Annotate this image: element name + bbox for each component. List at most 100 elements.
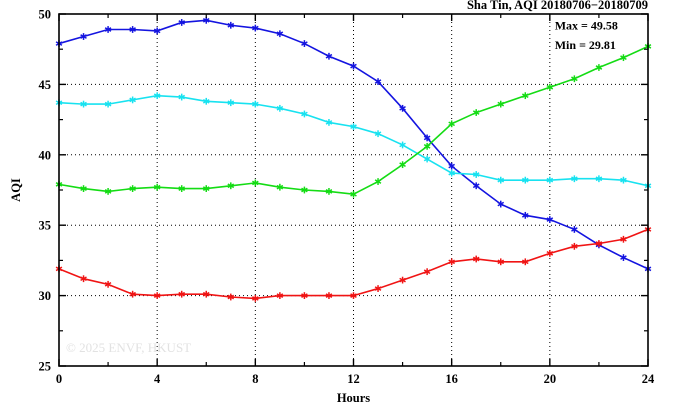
- series-blue-marker: [497, 200, 505, 208]
- series-cyan-marker: [325, 119, 333, 126]
- series-blue-marker: [227, 21, 235, 29]
- series-red-marker: [178, 290, 186, 298]
- series-green-marker: [178, 185, 186, 192]
- series-cyan-marker: [153, 92, 161, 100]
- series-red-marker: [325, 292, 333, 299]
- y-tick-label: 40: [39, 148, 52, 162]
- series-blue-marker: [423, 134, 431, 142]
- series-green-marker: [276, 183, 284, 191]
- y-tick-label: 25: [39, 360, 52, 374]
- series-green-marker: [571, 75, 578, 83]
- series-cyan-marker: [252, 100, 259, 108]
- series-cyan-marker: [80, 100, 87, 108]
- x-axis-title: Hours: [337, 391, 370, 405]
- series-red-marker: [620, 235, 627, 243]
- series-cyan-marker: [497, 176, 505, 184]
- series-green-marker: [521, 92, 529, 100]
- x-tick-label: 20: [544, 372, 557, 386]
- series-cyan-marker: [546, 176, 554, 184]
- x-tick-label: 8: [252, 372, 258, 386]
- series-blue-marker: [325, 52, 333, 60]
- series-blue-marker: [104, 26, 112, 33]
- series-green-marker: [620, 54, 627, 62]
- series-cyan-marker: [227, 99, 235, 107]
- watermark: © 2025 ENVF, HKUST: [66, 340, 191, 355]
- series-red-marker: [301, 292, 308, 299]
- series-green-marker: [399, 161, 406, 169]
- series-red-marker: [423, 268, 431, 276]
- series-blue-line: [58, 19, 649, 270]
- series-blue-marker: [129, 26, 136, 33]
- series-blue-marker: [153, 27, 161, 35]
- series-red-marker: [595, 240, 603, 247]
- series-green-marker: [374, 178, 382, 185]
- series-blue-marker: [276, 30, 284, 38]
- x-tick-label: 12: [347, 372, 360, 386]
- series-green-marker: [252, 179, 259, 187]
- series-green-marker: [448, 120, 455, 128]
- series-cyan-marker: [521, 176, 529, 184]
- chart-annotation: Max = 49.58: [555, 18, 618, 32]
- series-cyan-marker: [350, 123, 357, 131]
- series-cyan-marker: [399, 141, 406, 149]
- series-red-marker: [472, 255, 480, 263]
- x-tick-label: 16: [445, 372, 458, 386]
- series-green-marker: [497, 100, 505, 108]
- series-cyan-marker: [620, 176, 627, 184]
- series-cyan-marker: [448, 169, 455, 177]
- y-axis-title: AQI: [9, 178, 23, 202]
- series-blue-marker: [448, 162, 455, 170]
- series-red-marker: [252, 295, 259, 302]
- series-green-marker: [202, 185, 210, 192]
- series-cyan-marker: [423, 155, 431, 163]
- series-red-marker: [374, 285, 382, 292]
- series-red-marker: [276, 292, 284, 299]
- series-green-marker: [595, 64, 603, 71]
- series-blue-marker: [571, 226, 578, 233]
- y-tick-label: 30: [39, 289, 52, 303]
- series-cyan-marker: [178, 93, 186, 101]
- chart-annotation: Min = 29.81: [555, 38, 616, 52]
- y-tick-label: 45: [39, 78, 52, 92]
- series-blue-marker: [399, 104, 406, 112]
- series-blue-marker: [521, 211, 529, 219]
- x-tick-label: 24: [642, 372, 655, 386]
- y-tick-label: 35: [39, 219, 52, 233]
- series-blue-marker: [546, 216, 554, 223]
- x-tick-label: 0: [56, 372, 62, 386]
- series-cyan-marker: [301, 110, 308, 118]
- series-blue-marker: [472, 182, 480, 190]
- series-red-line: [58, 228, 649, 300]
- series-cyan-marker: [202, 97, 210, 105]
- series-cyan-marker: [276, 104, 284, 112]
- series-green-marker: [227, 182, 235, 190]
- series-red-marker: [448, 258, 455, 266]
- series-cyan-marker: [374, 130, 382, 138]
- series-green-marker: [350, 190, 357, 198]
- series-blue-marker: [252, 24, 259, 32]
- series-green-marker: [129, 185, 136, 192]
- series-blue-marker: [202, 16, 210, 24]
- series-green-marker: [301, 186, 308, 194]
- series-blue-marker: [374, 78, 382, 85]
- series-red-marker: [546, 249, 554, 257]
- series-green-marker: [80, 185, 87, 192]
- series-green-marker: [325, 188, 333, 195]
- series-green-marker: [546, 83, 554, 91]
- series-red-marker: [350, 292, 357, 299]
- series-red-marker: [227, 293, 235, 301]
- series-red-marker: [399, 276, 406, 284]
- series-red-marker: [104, 280, 112, 288]
- series-blue-marker: [178, 19, 186, 26]
- series-blue-marker: [301, 40, 308, 47]
- series-cyan-marker: [595, 175, 603, 183]
- series-green-marker: [153, 183, 161, 191]
- series-red-marker: [202, 290, 210, 298]
- x-tick-label: 4: [154, 372, 161, 386]
- series-green-marker: [472, 109, 480, 116]
- series-cyan-marker: [104, 100, 112, 108]
- series-red-marker: [80, 275, 87, 283]
- series-red-marker: [571, 242, 578, 250]
